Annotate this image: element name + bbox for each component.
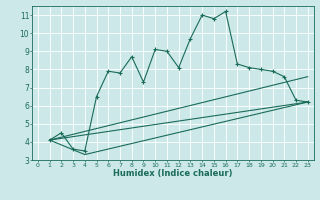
X-axis label: Humidex (Indice chaleur): Humidex (Indice chaleur) <box>113 169 233 178</box>
